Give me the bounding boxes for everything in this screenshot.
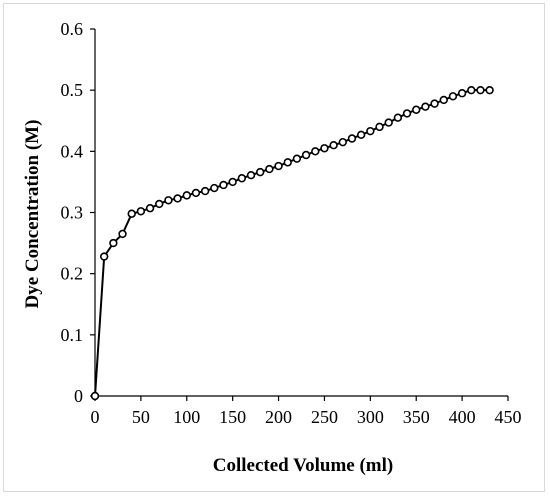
data-point xyxy=(467,85,476,95)
x-axis-title: Collected Volume (ml) xyxy=(213,455,393,476)
x-tick-label: 400 xyxy=(449,407,476,427)
x-axis: 0 50 100 150 200 250 300 350 400 450 xyxy=(91,395,522,427)
data-point xyxy=(246,170,256,180)
data-point xyxy=(256,167,265,177)
data-point xyxy=(99,252,109,261)
data-series xyxy=(90,85,494,401)
data-point xyxy=(320,144,329,153)
data-point xyxy=(485,85,494,95)
data-point xyxy=(210,183,219,193)
data-point xyxy=(90,391,100,401)
data-point xyxy=(145,204,155,213)
y-tick-label: 0.6 xyxy=(61,19,84,39)
y-tick-label: 0.1 xyxy=(61,325,84,345)
y-tick-label: 0.4 xyxy=(61,141,84,161)
data-point xyxy=(402,109,412,118)
x-tick-label: 150 xyxy=(219,407,246,427)
x-tick-label: 350 xyxy=(403,407,430,427)
data-point xyxy=(237,174,247,183)
data-point xyxy=(182,191,191,200)
data-point xyxy=(301,150,311,160)
data-point xyxy=(136,207,146,216)
data-point xyxy=(274,161,283,171)
data-point xyxy=(338,137,347,147)
data-point xyxy=(200,186,210,196)
x-tick-label: 100 xyxy=(173,407,200,427)
data-point xyxy=(155,199,164,209)
x-tick-label: 50 xyxy=(132,407,150,427)
data-point xyxy=(375,122,384,132)
data-point xyxy=(127,209,136,218)
data-point xyxy=(412,105,421,114)
y-tick-label: 0.5 xyxy=(61,80,84,100)
data-point xyxy=(228,177,237,187)
data-point xyxy=(265,164,274,174)
y-tick-label: 0.2 xyxy=(61,264,84,284)
x-tick-label: 0 xyxy=(91,407,100,427)
data-point xyxy=(173,194,182,203)
y-tick-label: 0.3 xyxy=(61,203,84,223)
data-point xyxy=(219,180,228,190)
x-tick-label: 300 xyxy=(357,407,384,427)
data-point xyxy=(347,134,357,143)
data-point xyxy=(109,238,118,248)
x-tick-label: 450 xyxy=(495,407,522,427)
data-point xyxy=(283,158,292,167)
data-point xyxy=(430,99,439,108)
data-point xyxy=(384,118,393,127)
chart-frame xyxy=(3,3,545,492)
series-line xyxy=(94,89,490,397)
y-tick-label: 0 xyxy=(74,386,83,406)
data-point xyxy=(329,141,338,150)
y-axis-title: Dye Concentration (M) xyxy=(22,120,43,309)
x-tick-label: 200 xyxy=(265,407,292,427)
data-point xyxy=(421,102,430,111)
data-point xyxy=(311,147,320,156)
data-point xyxy=(191,188,201,198)
data-point xyxy=(118,229,127,239)
data-point xyxy=(356,130,366,140)
data-point xyxy=(366,126,375,136)
data-point xyxy=(292,154,302,163)
x-tick-label: 250 xyxy=(311,407,338,427)
data-point xyxy=(439,95,448,105)
data-point xyxy=(448,92,458,101)
data-point xyxy=(393,113,403,122)
y-axis: 0 0.1 0.2 0.3 0.4 0.5 0.6 xyxy=(61,19,96,406)
data-point xyxy=(457,89,467,98)
data-point xyxy=(476,85,485,95)
data-point xyxy=(164,196,173,205)
